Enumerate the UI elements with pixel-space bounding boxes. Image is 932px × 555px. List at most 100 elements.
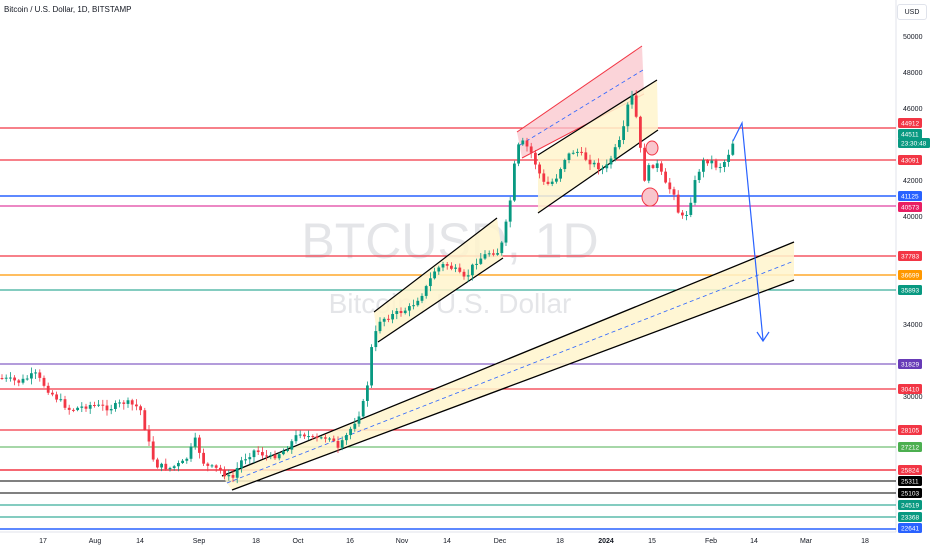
candle-body[interactable] bbox=[571, 152, 575, 154]
candle-body[interactable] bbox=[80, 406, 84, 408]
candle-body[interactable] bbox=[521, 140, 525, 145]
candle-body[interactable] bbox=[151, 441, 155, 460]
price-badge[interactable]: 35893 bbox=[898, 285, 922, 295]
price-badge[interactable]: 28105 bbox=[898, 425, 922, 435]
candle-body[interactable] bbox=[580, 151, 583, 153]
candle-body[interactable] bbox=[345, 435, 348, 441]
candle-body[interactable] bbox=[693, 180, 697, 203]
candle-body[interactable] bbox=[9, 377, 12, 379]
candle-body[interactable] bbox=[202, 452, 205, 464]
candle-body[interactable] bbox=[42, 377, 46, 386]
candle-body[interactable] bbox=[592, 162, 596, 165]
candle-body[interactable] bbox=[311, 436, 315, 438]
candle-body[interactable] bbox=[626, 104, 630, 127]
channel-lower-line[interactable] bbox=[231, 279, 795, 491]
candle-body[interactable] bbox=[198, 437, 201, 453]
wedge-upper[interactable] bbox=[516, 45, 643, 133]
candle-body[interactable] bbox=[597, 162, 600, 170]
candle-body[interactable] bbox=[550, 181, 554, 184]
price-badge[interactable]: 36699 bbox=[898, 270, 922, 280]
candle-body[interactable] bbox=[702, 160, 705, 172]
candle-body[interactable] bbox=[193, 437, 197, 447]
candle-body[interactable] bbox=[168, 467, 172, 470]
price-badge[interactable]: 25824 bbox=[898, 465, 922, 475]
candle-body[interactable] bbox=[420, 295, 424, 301]
candle-body[interactable] bbox=[286, 449, 289, 452]
candle-body[interactable] bbox=[227, 475, 231, 477]
candle-body[interactable] bbox=[324, 437, 327, 439]
candle-body[interactable] bbox=[483, 254, 487, 259]
candle-body[interactable] bbox=[114, 402, 117, 410]
candle-body[interactable] bbox=[441, 264, 445, 268]
candlestick-series[interactable] bbox=[0, 90, 735, 484]
candle-body[interactable] bbox=[676, 194, 680, 213]
price-badge[interactable]: 24519 bbox=[898, 500, 922, 510]
candle-body[interactable] bbox=[584, 152, 588, 160]
candle-body[interactable] bbox=[72, 409, 75, 411]
candle-body[interactable] bbox=[118, 402, 121, 404]
candle-body[interactable] bbox=[340, 440, 344, 448]
candle-body[interactable] bbox=[471, 264, 474, 276]
candle-body[interactable] bbox=[46, 385, 50, 393]
candle-body[interactable] bbox=[714, 160, 718, 168]
candle-body[interactable] bbox=[563, 159, 567, 170]
candle-body[interactable] bbox=[84, 406, 88, 409]
candle-body[interactable] bbox=[172, 466, 176, 468]
candle-body[interactable] bbox=[630, 95, 634, 105]
candle-body[interactable] bbox=[466, 275, 470, 277]
candle-body[interactable] bbox=[538, 164, 541, 174]
candle-body[interactable] bbox=[265, 455, 268, 457]
candle-body[interactable] bbox=[17, 380, 21, 383]
candle-body[interactable] bbox=[374, 331, 378, 348]
symbol-title[interactable]: Bitcoin / U.S. Dollar, 1D, BITSTAMP bbox=[4, 5, 132, 14]
candle-body[interactable] bbox=[25, 378, 29, 380]
candle-body[interactable] bbox=[487, 253, 491, 255]
candle-body[interactable] bbox=[660, 163, 663, 172]
candle-body[interactable] bbox=[403, 310, 407, 314]
candle-body[interactable] bbox=[664, 171, 667, 183]
candle-body[interactable] bbox=[609, 158, 613, 165]
candle-body[interactable] bbox=[437, 267, 441, 272]
candle-body[interactable] bbox=[219, 467, 222, 470]
candle-body[interactable] bbox=[416, 300, 420, 306]
candle-body[interactable] bbox=[500, 242, 504, 254]
candle-body[interactable] bbox=[256, 450, 260, 453]
candle-body[interactable] bbox=[513, 163, 516, 201]
candle-body[interactable] bbox=[395, 311, 399, 314]
candle-body[interactable] bbox=[508, 200, 512, 222]
candle-body[interactable] bbox=[0, 378, 4, 379]
candle-body[interactable] bbox=[668, 182, 672, 190]
candle-body[interactable] bbox=[336, 440, 340, 448]
candle-body[interactable] bbox=[685, 214, 688, 216]
candle-body[interactable] bbox=[147, 429, 151, 442]
candle-body[interactable] bbox=[479, 258, 483, 264]
candle-body[interactable] bbox=[126, 400, 130, 404]
candle-body[interactable] bbox=[185, 458, 189, 461]
candle-body[interactable] bbox=[88, 405, 92, 409]
candle-body[interactable] bbox=[231, 475, 235, 478]
price-badge[interactable]: 23368 bbox=[898, 512, 922, 522]
candle-body[interactable] bbox=[681, 212, 684, 216]
candle-body[interactable] bbox=[546, 181, 550, 184]
candle-body[interactable] bbox=[462, 271, 466, 277]
candle-body[interactable] bbox=[109, 409, 113, 411]
candle-body[interactable] bbox=[651, 165, 655, 168]
candle-body[interactable] bbox=[235, 468, 239, 478]
candle-body[interactable] bbox=[30, 373, 33, 379]
time-axis[interactable]: 17 Aug 14 Sep 18 Oct 16 Nov 14 Dec 18 20… bbox=[39, 538, 869, 545]
candle-body[interactable] bbox=[361, 400, 365, 417]
candle-body[interactable] bbox=[504, 221, 508, 243]
projection-path[interactable] bbox=[732, 120, 764, 341]
candle-body[interactable] bbox=[450, 265, 453, 269]
candle-body[interactable] bbox=[689, 202, 693, 215]
candle-body[interactable] bbox=[269, 454, 273, 456]
candle-body[interactable] bbox=[445, 264, 449, 266]
candle-body[interactable] bbox=[101, 404, 105, 406]
candle-body[interactable] bbox=[429, 278, 432, 287]
candle-body[interactable] bbox=[458, 267, 462, 272]
projection-arrow[interactable] bbox=[732, 120, 770, 343]
candle-body[interactable] bbox=[387, 318, 390, 320]
candle-body[interactable] bbox=[399, 311, 403, 314]
